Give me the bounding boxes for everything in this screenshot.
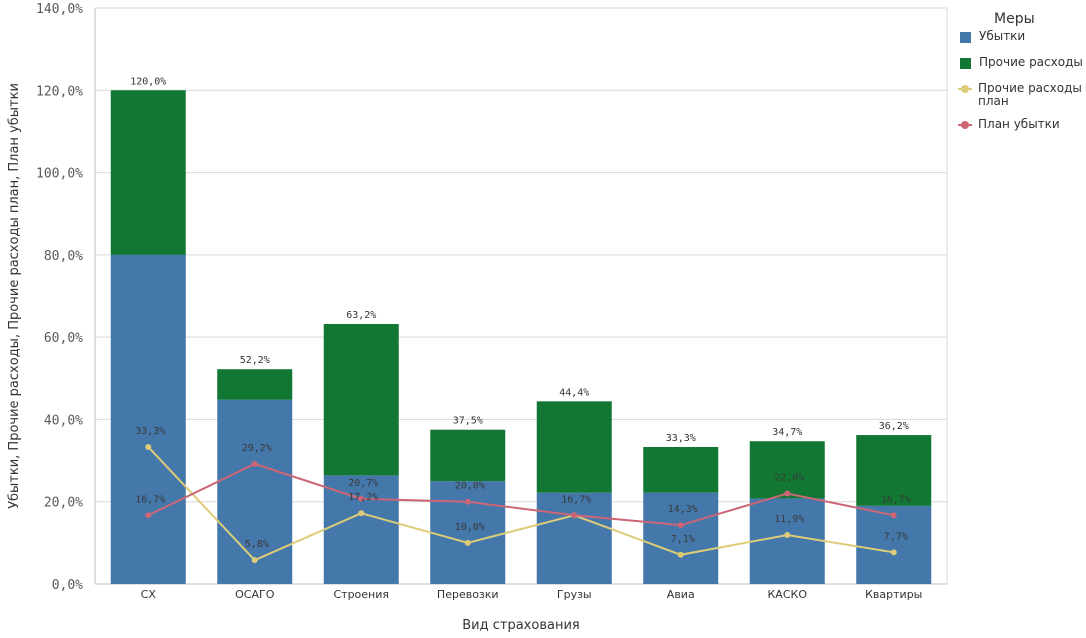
legend-label: Прочие расходы план	[978, 81, 1082, 108]
point-label: 20,7%	[348, 478, 378, 489]
y-tick-label: 80,0%	[44, 249, 83, 264]
series-point	[358, 510, 365, 517]
bar-segment	[643, 446, 719, 493]
point-label: 29,2%	[242, 443, 272, 454]
bar-segment	[749, 498, 825, 584]
x-category-label: Авиа	[667, 588, 695, 601]
bar-segment	[643, 492, 719, 584]
y-tick-label: 40,0%	[44, 413, 83, 428]
point-label: 16,7%	[561, 494, 591, 505]
legend-line-marker	[958, 85, 972, 93]
y-axis-title: Убытки, Прочие расходы, Прочие расходы п…	[7, 83, 22, 509]
y-tick-label: 0,0%	[52, 578, 83, 593]
x-category-label: СХ	[141, 588, 157, 601]
y-tick-label: 120,0%	[36, 84, 83, 99]
bar-segment	[110, 90, 186, 255]
series-point	[890, 549, 897, 556]
x-category-label: Строения	[333, 588, 389, 601]
series-point	[890, 512, 897, 519]
bar-total-label: 37,5%	[453, 416, 483, 427]
bar-total-label: 120,0%	[130, 76, 166, 87]
series-point	[358, 495, 365, 502]
y-axis-ticks: 0,0% 20,0% 40,0% 60,0% 80,0% 100,0% 120,0% 140,…	[36, 2, 83, 593]
point-label: 17,2%	[348, 492, 378, 503]
point-label: 10,0%	[455, 522, 485, 533]
series-point	[677, 522, 684, 529]
bar-segment	[536, 401, 612, 493]
y-tick-label: 60,0%	[44, 331, 83, 346]
bar-total-label: 44,4%	[559, 387, 589, 398]
legend-label: Прочие расходы	[979, 55, 1083, 69]
bar-segment	[217, 369, 293, 400]
series-point	[464, 498, 471, 505]
series-point	[784, 490, 791, 497]
y-tick-label: 20,0%	[44, 496, 83, 511]
x-category-label: Перевозки	[437, 588, 499, 601]
bar-segment	[536, 492, 612, 584]
data-labels: 120,0% 52,2% 63,2% 37,5% 44,4% 33,3% 34,7% 36,2…	[130, 76, 911, 550]
series-point	[571, 512, 578, 519]
bar-segment	[323, 475, 399, 584]
y-tick-label: 100,0%	[36, 167, 83, 182]
x-category-label: КАСКО	[768, 588, 808, 601]
bar-segment	[856, 435, 932, 506]
point-label: 11,9%	[774, 514, 804, 525]
point-label: 7,7%	[884, 531, 908, 542]
bars	[110, 90, 932, 584]
legend-dot	[961, 85, 969, 93]
bar-segment	[856, 505, 932, 584]
point-label: 33,3%	[135, 426, 165, 437]
bar-segment	[430, 481, 506, 584]
lines	[145, 443, 897, 564]
point-label: 14,3%	[668, 504, 698, 515]
point-label: 20,0%	[455, 481, 485, 492]
series-point	[251, 460, 258, 467]
bar-segment	[749, 441, 825, 499]
point-label: 16,7%	[881, 494, 911, 505]
bar-total-label: 36,2%	[879, 421, 909, 432]
x-axis-title: Вид страхования	[462, 618, 579, 633]
point-label: 5,8%	[245, 539, 269, 550]
x-axis-categories: СХ ОСАГО Строения Перевозки Грузы Авиа КАСКО Кв…	[141, 588, 923, 601]
legend-line-marker	[958, 121, 972, 129]
legend-item[interactable]: Прочие расходы	[950, 56, 1084, 82]
point-label: 22,0%	[774, 472, 804, 483]
legend-dot	[961, 121, 969, 129]
series-point	[784, 532, 791, 539]
x-category-label: Квартиры	[865, 588, 922, 601]
bar-total-label: 34,7%	[772, 427, 802, 438]
legend-item[interactable]: Прочие расходы план	[950, 82, 1084, 118]
legend-item[interactable]: Убытки	[950, 30, 1084, 56]
legend-swatch	[960, 32, 971, 43]
bar-total-label: 52,2%	[240, 355, 270, 366]
legend-item[interactable]: План убытки	[950, 118, 1084, 144]
series-point	[464, 539, 471, 546]
bar-segment	[430, 429, 506, 482]
x-category-label: ОСАГО	[235, 588, 275, 601]
series-point	[145, 512, 152, 519]
bar-total-label: 63,2%	[346, 310, 376, 321]
legend-title: Меры	[994, 11, 1035, 27]
bar-segment	[110, 254, 186, 584]
series-line	[147, 446, 894, 562]
point-label: 7,1%	[671, 534, 695, 545]
series-line	[147, 462, 894, 527]
bar-segment	[217, 399, 293, 584]
legend[interactable]: Меры Убытки Прочие расходы Прочие расходы …	[950, 8, 1084, 144]
y-tick-label: 140,0%	[36, 2, 83, 17]
point-label: 16,7%	[135, 494, 165, 505]
x-category-label: Грузы	[557, 588, 592, 601]
series-point	[251, 557, 258, 564]
legend-label: Убытки	[979, 29, 1026, 43]
bar-segment	[323, 323, 399, 476]
legend-swatch	[960, 58, 971, 69]
series-point	[145, 443, 152, 450]
legend-label: План убытки	[978, 117, 1060, 131]
bar-total-label: 33,3%	[666, 433, 696, 444]
series-point	[677, 551, 684, 558]
